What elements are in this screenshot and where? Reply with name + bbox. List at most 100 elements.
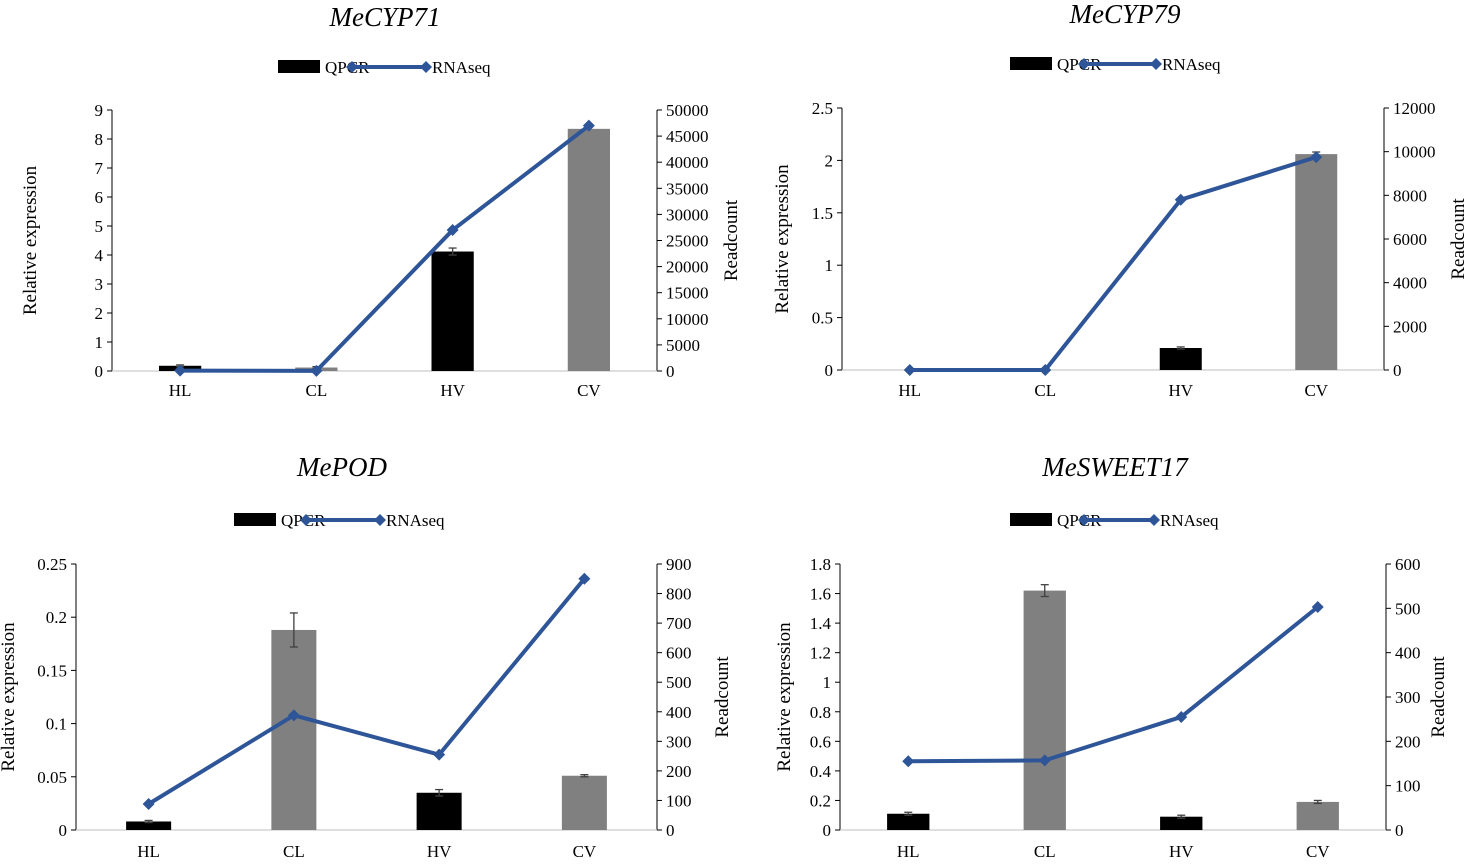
x-tick-label: CV [573,842,597,861]
y-tick-label: 2 [95,304,104,323]
y2-tick-label: 300 [666,732,692,751]
y-tick-label: 0.5 [812,309,833,328]
x-tick-label: CL [1034,842,1056,861]
rnaseq-line [908,605,1320,764]
qpcr-bar-hv [416,792,462,830]
y-tick-label: 2 [825,151,834,170]
chart-title: MePOD [296,452,387,482]
y-tick-label: 0 [825,361,834,380]
qpcr-bar-cv [567,128,610,371]
chart-panel-mesweet17: MeSWEET17QPCRRNAseq00.20.40.60.811.21.41… [738,434,1476,867]
y2-tick-label: 900 [666,555,692,574]
x-tick-label: CV [577,381,601,400]
y-tick-label: 8 [95,130,104,149]
legend-qpcr-swatch [1010,513,1052,526]
y2-tick-label: 45000 [666,127,709,146]
y-axis-label: Relative expression [20,165,41,315]
x-tick-label: CV [1306,842,1330,861]
y-tick-label: 0.25 [37,555,67,574]
y-tick-label: 4 [95,246,104,265]
chart-svg-mesweet17: MeSWEET17QPCRRNAseq00.20.40.60.811.21.41… [774,452,1449,861]
legend-qpcr-swatch [234,513,276,526]
qpcr-bar-hv [1160,816,1203,830]
qpcr-bar-cv [1296,801,1339,830]
qpcr-bar-cl [1023,590,1066,830]
x-tick-label: HV [440,381,465,400]
rnaseq-line [909,155,1317,372]
y-tick-label: 0 [59,821,68,840]
y-tick-label: 9 [95,101,104,120]
y-tick-label: 0.8 [810,703,831,722]
legend-rnaseq-label: RNAseq [386,511,445,530]
y-tick-label: 6 [95,188,104,207]
y2-tick-label: 400 [666,703,692,722]
legend-rnaseq-marker [1078,58,1090,70]
x-tick-label: CL [306,381,328,400]
chart-svg-mecyp79: MeCYP79QPCRRNAseq00.511.522.502000400060… [772,0,1469,400]
x-tick-label: HV [1169,842,1194,861]
x-tick-label: CL [283,842,305,861]
rnaseq-point-cv [1310,151,1323,164]
y2-tick-label: 2000 [1393,317,1427,336]
legend-rnaseq-label: RNAseq [432,58,491,77]
qpcr-bar-cl [271,629,317,830]
y-tick-label: 1.5 [812,204,833,223]
legend-rnaseq-marker [420,61,432,73]
rnaseq-point-cl [1039,364,1052,376]
y-tick-label: 1.2 [810,644,831,663]
y-tick-label: 0.2 [810,791,831,810]
x-tick-label: HL [897,842,920,861]
y2-axis-label: Readcount [721,199,742,281]
qpcr-bar-hl [887,813,930,830]
y-axis-label: Relative expression [0,622,19,772]
qpcr-bar-hv [431,251,474,371]
chart-panel-mecyp79: MeCYP79QPCRRNAseq00.511.522.502000400060… [738,0,1476,434]
rnaseq-point-hv [446,224,459,237]
legend-rnaseq-label: RNAseq [1160,511,1219,530]
y2-tick-label: 200 [666,762,692,781]
chart-svg-mepod: MePODQPCRRNAseq00.050.10.150.20.25010020… [0,452,733,861]
y2-tick-label: 40000 [666,153,709,172]
rnaseq-point-hv [1175,710,1188,723]
chart-panel-mecyp71: MeCYP71QPCRRNAseq01234567890500010000150… [0,0,742,434]
y2-tick-label: 500 [1395,599,1421,618]
y-axis-label: Relative expression [772,164,793,314]
y-tick-label: 0.05 [37,768,67,787]
y-tick-label: 1 [825,256,834,275]
x-tick-label: HV [1168,381,1193,400]
y2-tick-label: 0 [666,821,675,840]
legend-qpcr-swatch [1010,57,1052,70]
y-tick-label: 7 [95,159,104,178]
y2-tick-label: 700 [666,614,692,633]
rnaseq-point-cl [310,364,323,377]
legend-rnaseq-marker [1078,514,1090,526]
y-tick-label: 1.8 [810,555,831,574]
x-tick-label: HL [137,842,160,861]
x-tick-label: HL [169,381,192,400]
chart-title: MeCYP71 [329,2,441,32]
y2-axis-label: Readcount [1428,656,1449,738]
chart-panel-mepod: MePODQPCRRNAseq00.050.10.150.20.25010020… [0,434,738,867]
y2-tick-label: 0 [1393,361,1402,380]
y2-tick-label: 30000 [666,205,709,224]
qpcr-bar-hv [1159,347,1202,370]
y2-tick-label: 600 [1395,555,1421,574]
legend-rnaseq-marker [374,514,386,526]
y2-tick-label: 100 [666,791,692,810]
y2-tick-label: 12000 [1393,99,1436,118]
x-tick-label: CL [1034,381,1056,400]
y-tick-label: 0.2 [46,608,67,627]
y-tick-label: 1 [95,333,104,352]
y-axis-label: Relative expression [774,622,795,772]
y-tick-label: 3 [95,275,104,294]
y2-tick-label: 4000 [1393,274,1427,293]
y2-tick-label: 500 [666,673,692,692]
y-tick-label: 0.4 [810,762,832,781]
rnaseq-point-hl [903,364,916,376]
rnaseq-point-cl [1038,754,1051,767]
rnaseq-point-hv [433,748,446,761]
rnaseq-point-hv [1174,193,1187,206]
y2-axis-label: Readcount [1448,198,1469,280]
qpcr-bar-cv [1295,154,1338,370]
x-tick-label: HV [427,842,452,861]
